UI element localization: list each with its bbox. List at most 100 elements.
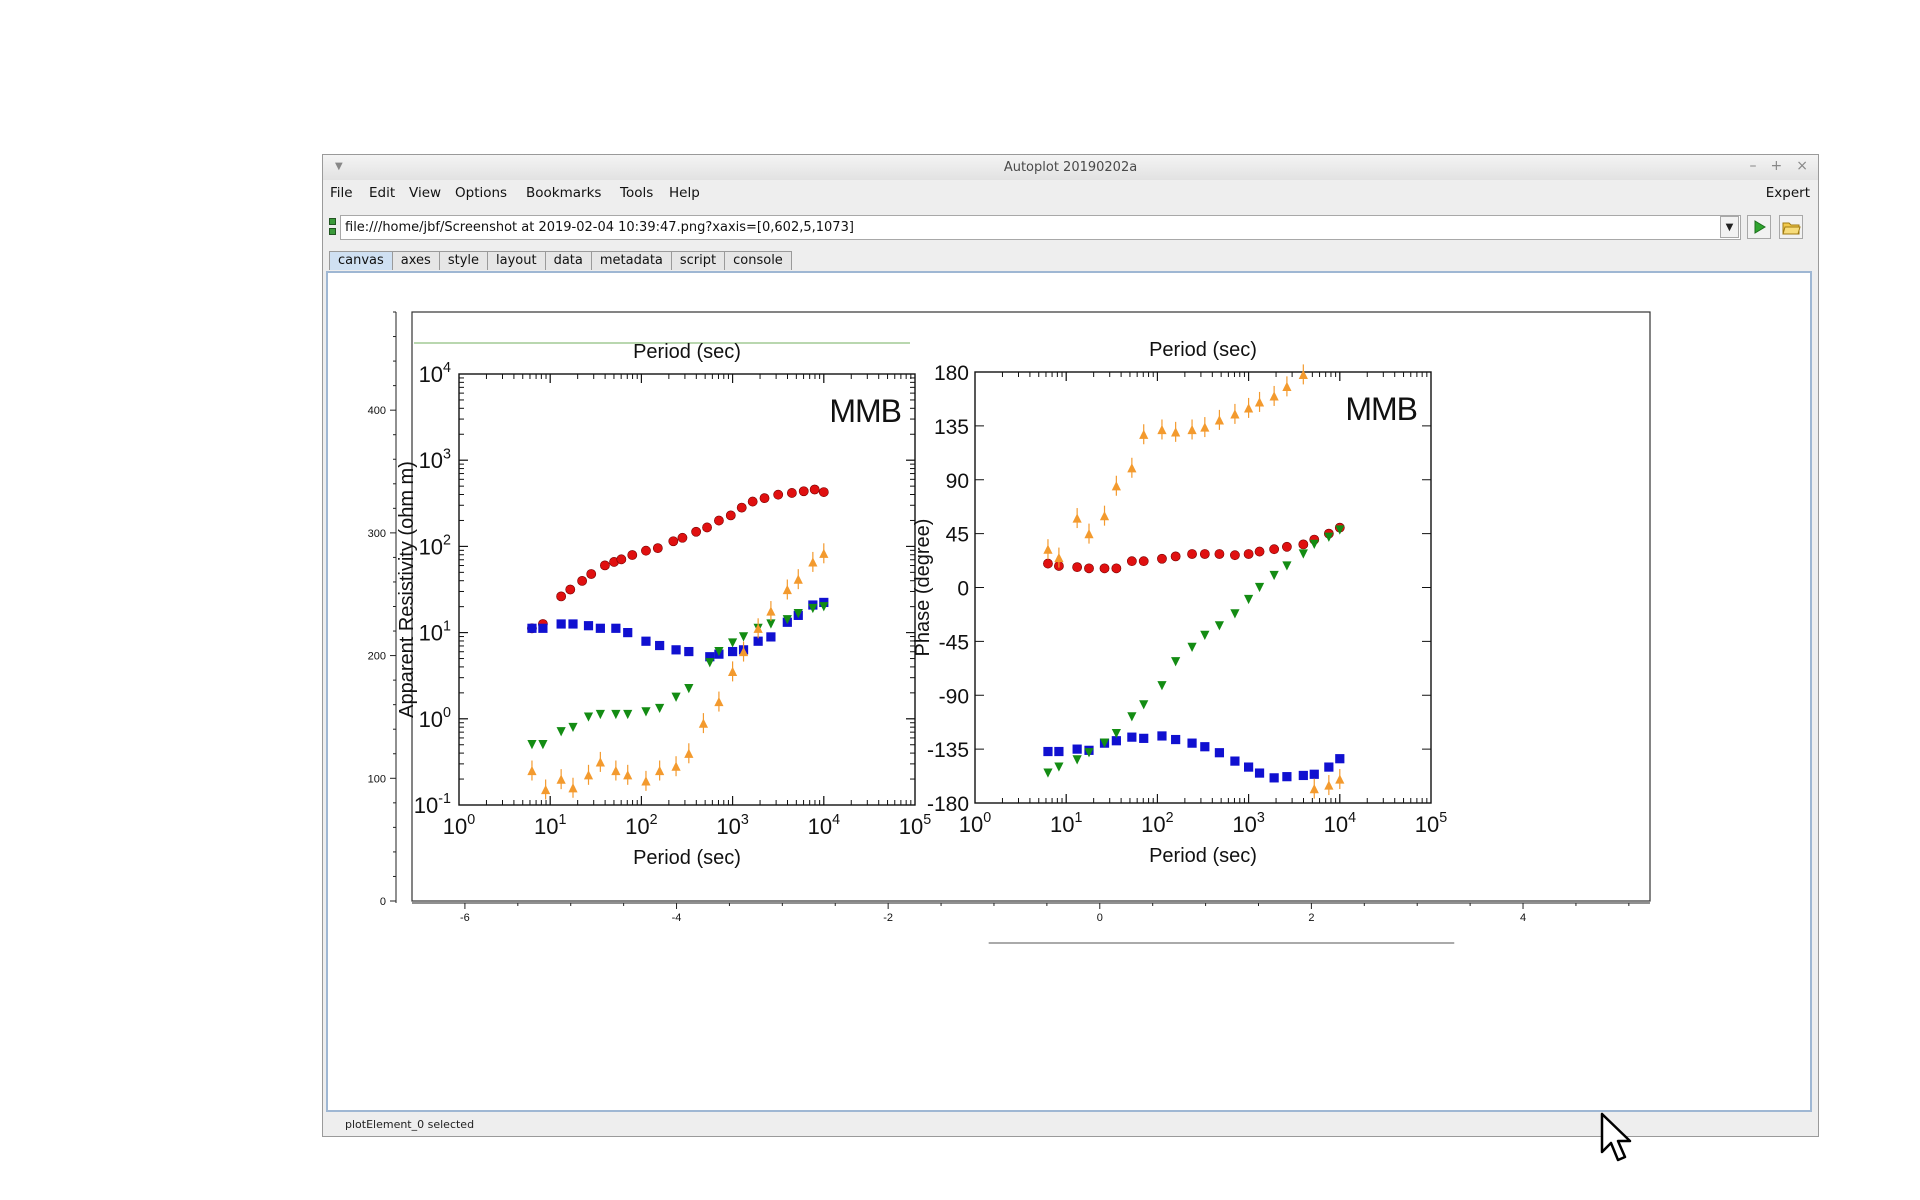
data-point-square (1072, 744, 1082, 754)
data-point-square (1298, 770, 1308, 781)
menu-file[interactable]: File (330, 185, 353, 201)
data-point-circle (1254, 546, 1265, 557)
data-point-circle (1230, 550, 1240, 561)
inner-x-tick-label: 100 (443, 812, 475, 839)
inner-y-tick-label: -90 (939, 685, 969, 708)
data-point-circle (627, 550, 638, 560)
data-point-square (1171, 734, 1181, 745)
inner-y-tick-label: 103 (419, 446, 451, 473)
tab-axes[interactable]: axes (391, 251, 440, 270)
data-point-triangle-down (1072, 755, 1082, 765)
data-point-triangle-up (556, 774, 566, 784)
outer-y-tick-label: 300 (368, 528, 386, 540)
data-point-triangle-up (1282, 381, 1292, 391)
data-point-circle (668, 536, 679, 547)
inner-x-tick-label: 105 (1415, 810, 1447, 837)
outer-x-tick-label: 2 (1308, 912, 1314, 924)
play-icon (1754, 220, 1766, 234)
data-point-square (684, 646, 694, 657)
data-point-triangle-up (1043, 544, 1053, 554)
data-point-triangle-down (1269, 570, 1279, 581)
data-point-triangle-up (595, 757, 605, 767)
data-point-triangle-up (1139, 429, 1149, 439)
inner-x-tick-label: 100 (959, 810, 991, 837)
data-point-circle (1243, 549, 1254, 559)
data-point-triangle-down (705, 658, 715, 668)
data-point-triangle-down (1324, 532, 1334, 542)
data-point-triangle-down (556, 727, 566, 737)
data-point-circle (786, 488, 797, 498)
data-point-triangle-up (1335, 774, 1345, 784)
data-point-triangle-up (738, 646, 749, 657)
data-point-circle (1084, 563, 1094, 574)
menu-view[interactable]: View (409, 185, 442, 201)
inner-y-tick-label: 104 (419, 360, 451, 387)
data-point-circle (565, 584, 576, 595)
data-point-triangle-down (1230, 609, 1240, 619)
menu-tools[interactable]: Tools (620, 185, 654, 201)
tab-metadata[interactable]: metadata (590, 251, 672, 270)
outer-y-tick-label: 400 (368, 405, 386, 417)
maximize-button[interactable]: + (1770, 158, 1783, 174)
tab-console[interactable]: console (724, 251, 792, 270)
window-menu-icon[interactable]: ▼ (335, 161, 343, 172)
plot-canvas[interactable]: 0 100 200 300 400 -6 -4 -2 0 2 4 100 101 102 103 104 105… (328, 273, 1810, 1110)
inner-x-tick-label: 104 (1324, 810, 1356, 837)
data-point-square (538, 623, 548, 633)
close-button[interactable]: × (1796, 158, 1808, 174)
data-point-triangle-up (753, 623, 763, 633)
menu-edit[interactable]: Edit (369, 185, 396, 201)
data-point-circle (1214, 549, 1225, 559)
data-point-triangle-up (1072, 513, 1082, 523)
data-point-triangle-up (541, 784, 551, 795)
tab-style[interactable]: style (438, 251, 489, 270)
data-point-triangle-up (766, 606, 776, 616)
data-point-circle (641, 545, 651, 556)
tab-canvas[interactable]: canvas (329, 251, 393, 270)
inner-y-tick-label: 102 (419, 533, 451, 560)
data-point-triangle-up (714, 696, 724, 707)
inner-x-axis-title: Period (sec) (633, 847, 741, 869)
minimize-button[interactable]: – (1749, 158, 1757, 174)
data-point-circle (600, 560, 610, 571)
data-point-triangle-up (1230, 409, 1240, 419)
menu-expert[interactable]: Expert (1765, 185, 1810, 201)
inner-y-tick-label: -180 (927, 793, 969, 816)
data-point-circle (1199, 549, 1210, 559)
data-point-triangle-up (1187, 424, 1197, 435)
data-point-square (705, 652, 715, 662)
data-point-triangle-down (1099, 738, 1110, 748)
outer-x-tick-label: -2 (883, 912, 893, 924)
data-point-triangle-down (1157, 681, 1167, 691)
data-point-triangle-up (611, 765, 621, 776)
tab-bar: canvas axes style layout data metadata s… (329, 251, 792, 271)
data-point-triangle-up (1324, 780, 1334, 790)
data-point-square (1244, 762, 1254, 772)
inner-top-axis-title: Period (sec) (633, 341, 741, 363)
data-point-square (1282, 772, 1292, 782)
data-point-triangle-up (698, 718, 709, 728)
data-point-square (728, 646, 738, 657)
data-point-triangle-up (1254, 397, 1265, 407)
data-point-triangle-down (1187, 642, 1197, 652)
go-button[interactable] (1747, 215, 1771, 239)
inner-x-axis-title: Period (sec) (1149, 845, 1257, 867)
data-point-square (595, 623, 605, 633)
menu-options[interactable]: Options (455, 185, 508, 201)
menu-bookmarks[interactable]: Bookmarks (526, 185, 602, 201)
outer-x-tick-label: 0 (1097, 912, 1103, 924)
tab-script[interactable]: script (670, 251, 726, 270)
canvas-panel[interactable]: 0 100 200 300 400 -6 -4 -2 0 2 4 100 101 102 103 104 105… (326, 271, 1812, 1112)
uri-input[interactable] (340, 215, 1741, 240)
inner-y-tick-label: 0 (957, 578, 969, 601)
inner-top-axis-title: Period (sec) (1149, 339, 1257, 361)
browse-button[interactable] (1779, 215, 1803, 239)
data-point-triangle-up (1111, 481, 1121, 491)
tab-data[interactable]: data (544, 251, 592, 270)
menu-help[interactable]: Help (669, 185, 700, 201)
data-point-triangle-down (568, 722, 578, 733)
data-point-triangle-up (583, 770, 594, 780)
uri-history-dropdown[interactable]: ▼ (1720, 216, 1739, 238)
data-point-triangle-down (728, 638, 738, 648)
tab-layout[interactable]: layout (487, 251, 546, 270)
